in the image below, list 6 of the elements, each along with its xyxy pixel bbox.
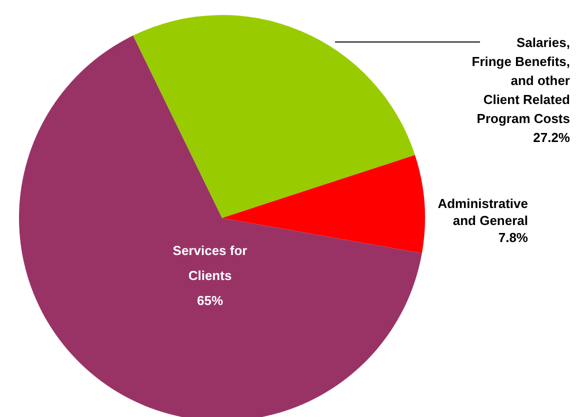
slice-label: Salaries, Fringe Benefits, and other Client Related Program Costs <box>472 35 570 126</box>
data-label: 65% <box>196 293 224 308</box>
data-label: 7.8% <box>498 230 528 245</box>
slice-label: Administrative and General <box>438 196 528 228</box>
slice-label: Services for Clients <box>172 243 248 283</box>
data-label: 27.2% <box>533 130 570 145</box>
